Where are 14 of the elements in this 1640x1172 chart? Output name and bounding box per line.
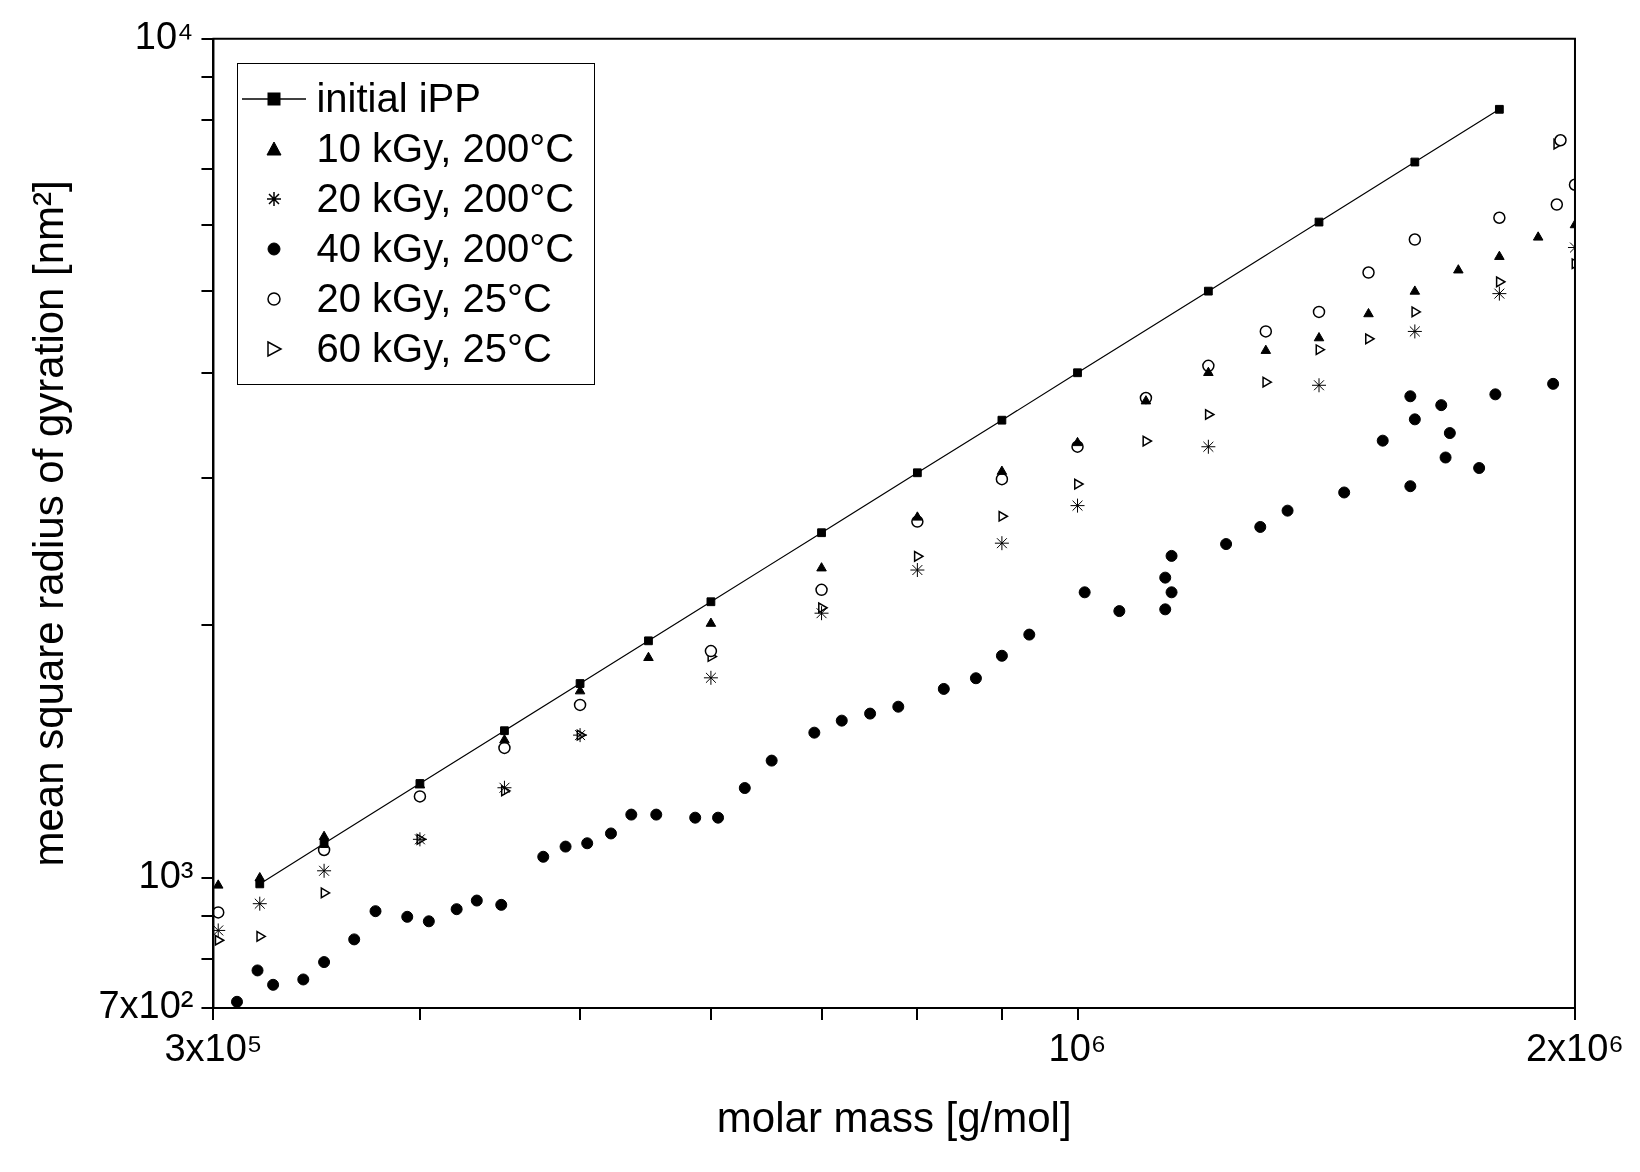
y-tick-label: 10⁴ — [134, 15, 194, 58]
legend-label: initial iPP — [316, 76, 481, 122]
legend-label: 20 kGy, 25°C — [316, 276, 552, 322]
legend-label: 40 kGy, 200°C — [316, 226, 575, 272]
y-axis-title: mean square radius of gyration [nm²] — [24, 180, 72, 867]
x-tick-label: 3x10⁵ — [164, 1027, 263, 1070]
legend-label: 10 kGy, 200°C — [316, 126, 575, 172]
legend-label: 60 kGy, 25°C — [316, 326, 552, 372]
y-tick-label: 10³ — [138, 854, 194, 897]
x-tick-label: 10⁶ — [1048, 1027, 1107, 1070]
legend-label: 20 kGy, 200°C — [316, 176, 575, 222]
y-tick-label: 7x10² — [98, 984, 194, 1027]
x-axis-title: molar mass [g/mol] — [716, 1094, 1072, 1142]
x-tick-label: 2x10⁶ — [1525, 1027, 1624, 1070]
